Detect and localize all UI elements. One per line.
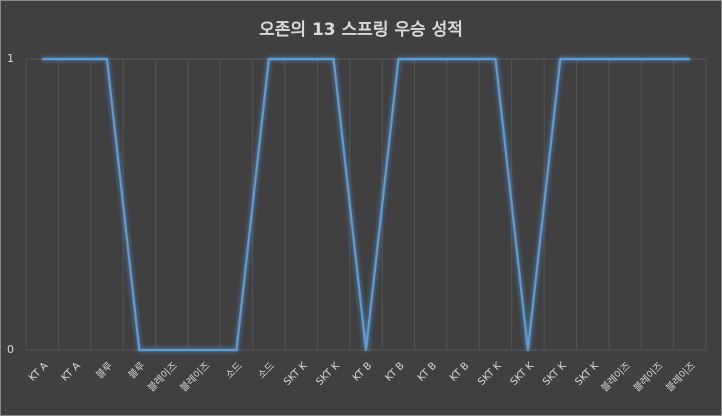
y-tick-label: 0	[7, 343, 14, 356]
y-tick-label: 1	[7, 52, 14, 65]
chart-title: 오존의 13 스프링 우승 성적	[259, 20, 463, 40]
line-series	[42, 57, 690, 352]
